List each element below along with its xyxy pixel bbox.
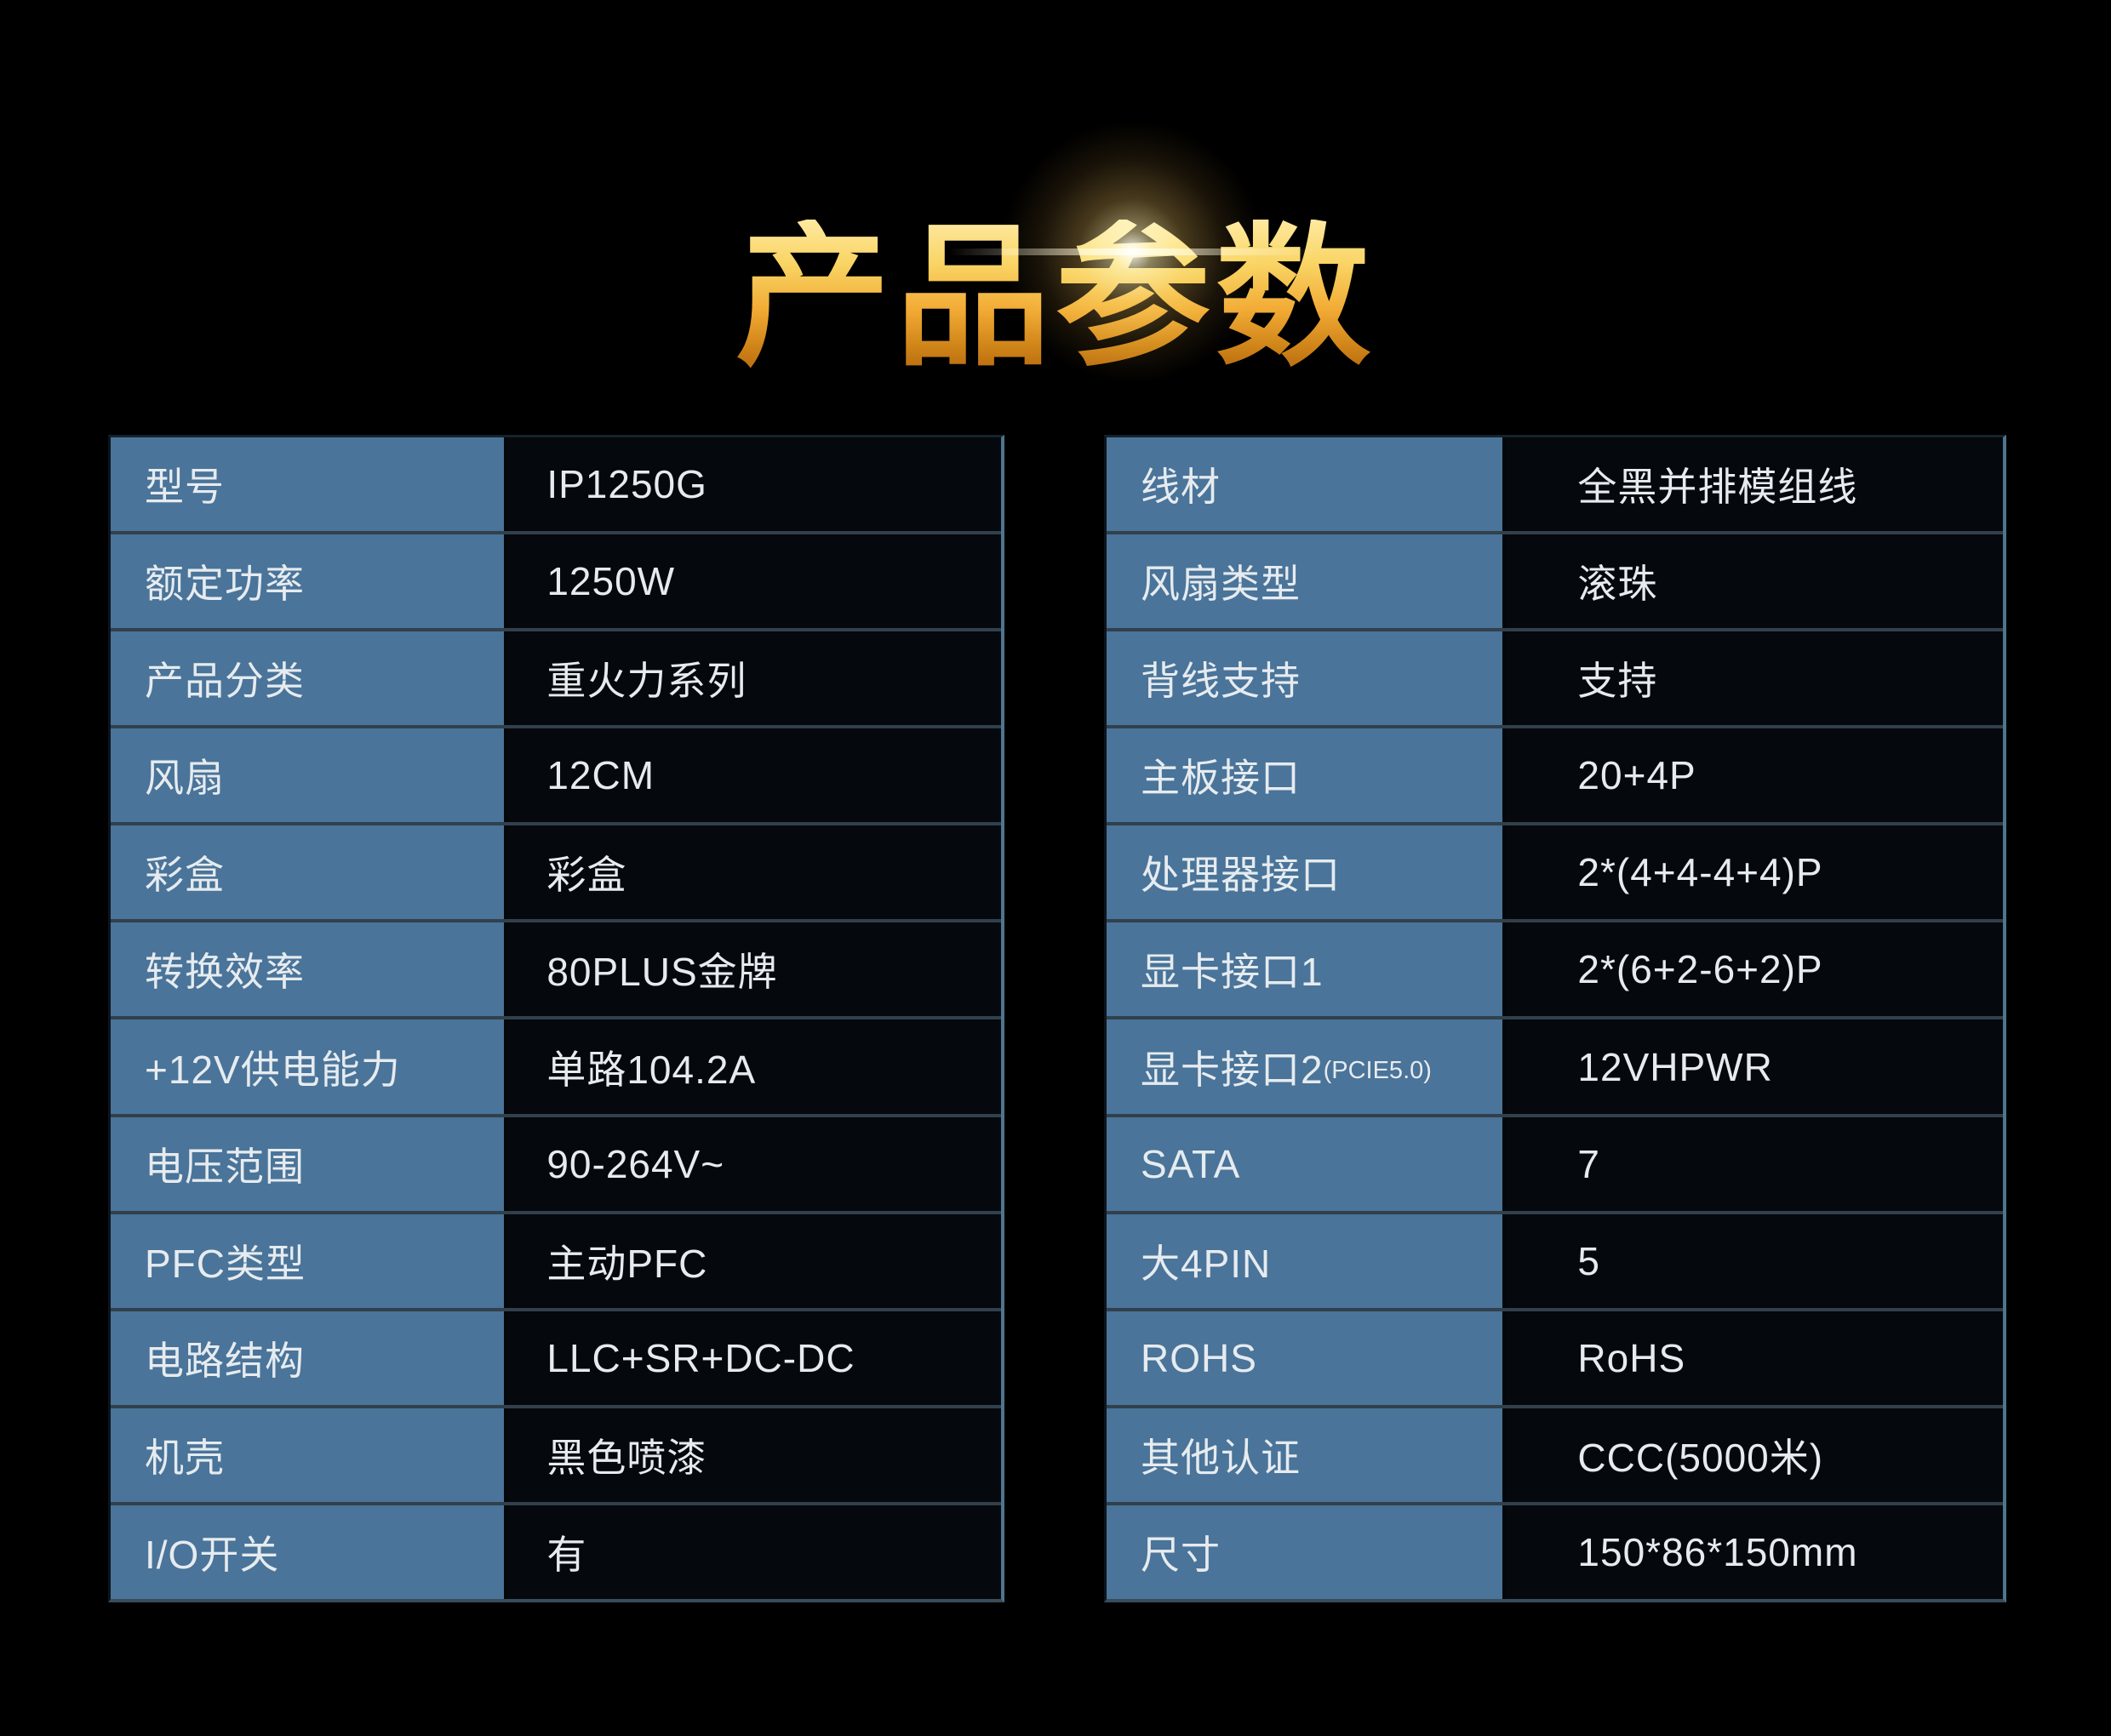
spec-value: 支持 xyxy=(1502,631,2003,726)
spec-table-left: 型号 IP1250G 额定功率 1250W 产品分类 重火力系列 风扇 12CM… xyxy=(108,435,1004,1602)
spec-value: 1250W xyxy=(504,534,1001,629)
table-row: PFC类型 主动PFC xyxy=(111,1210,1001,1308)
spec-value: LLC+SR+DC-DC xyxy=(504,1311,1001,1405)
spec-value: 黑色喷漆 xyxy=(504,1408,1001,1502)
spec-value: 5 xyxy=(1502,1213,2003,1308)
spec-label: 线材 xyxy=(1107,437,1503,532)
spec-label: ROHS xyxy=(1107,1311,1503,1405)
spec-label: 转换效率 xyxy=(111,922,505,1017)
table-row: 线材 全黑并排模组线 xyxy=(1107,437,2003,532)
spec-value: 滚珠 xyxy=(1502,534,2003,629)
spec-label: 彩盒 xyxy=(111,825,505,920)
spec-label: 额定功率 xyxy=(111,534,505,629)
table-row: 处理器接口 2*(4+4-4+4)P xyxy=(1107,822,2003,920)
spec-label: 尺寸 xyxy=(1107,1505,1503,1599)
table-row: 显卡接口2 (PCIE5.0) 12VHPWR xyxy=(1107,1016,2003,1114)
spec-label: 机壳 xyxy=(111,1408,505,1502)
table-row: SATA 7 xyxy=(1107,1113,2003,1211)
table-row: 背线支持 支持 xyxy=(1107,628,2003,726)
spec-value: 12VHPWR xyxy=(1502,1019,2003,1114)
table-row: +12V供电能力 单路104.2A xyxy=(111,1016,1001,1114)
spec-value: 90-264V~ xyxy=(504,1116,1001,1211)
table-row: 大4PIN 5 xyxy=(1107,1210,2003,1308)
table-row: 彩盒 彩盒 xyxy=(111,822,1001,920)
spec-label: PFC类型 xyxy=(111,1213,505,1308)
spec-value: 全黑并排模组线 xyxy=(1502,437,2003,532)
table-row: 尺寸 150*86*150mm xyxy=(1107,1501,2003,1599)
table-row: 机壳 黑色喷漆 xyxy=(111,1404,1001,1502)
table-row: 显卡接口1 2*(6+2-6+2)P xyxy=(1107,919,2003,1017)
spec-label: 电路结构 xyxy=(111,1311,505,1405)
spec-label: 风扇类型 xyxy=(1107,534,1503,629)
table-row: 产品分类 重火力系列 xyxy=(111,628,1001,726)
spec-value: 80PLUS金牌 xyxy=(504,922,1001,1017)
spec-label: 风扇 xyxy=(111,728,505,823)
spec-label: 背线支持 xyxy=(1107,631,1503,726)
spec-value: CCC(5000米) xyxy=(1502,1408,2003,1502)
spec-label: 主板接口 xyxy=(1107,728,1503,823)
table-row: 风扇类型 滚珠 xyxy=(1107,531,2003,629)
spec-label: I/O开关 xyxy=(111,1505,505,1599)
spec-label: 处理器接口 xyxy=(1107,825,1503,920)
spec-label: 型号 xyxy=(111,437,505,532)
spec-value: IP1250G xyxy=(504,437,1001,532)
spec-value: RoHS xyxy=(1502,1311,2003,1405)
table-row: 转换效率 80PLUS金牌 xyxy=(111,919,1001,1017)
title-section: 产品参数 xyxy=(0,0,2111,397)
spec-value: 重火力系列 xyxy=(504,631,1001,726)
table-row: 额定功率 1250W xyxy=(111,531,1001,629)
spec-value: 150*86*150mm xyxy=(1502,1505,2003,1599)
spec-value: 2*(4+4-4+4)P xyxy=(1502,825,2003,920)
spec-value: 单路104.2A xyxy=(504,1019,1001,1114)
spec-value: 2*(6+2-6+2)P xyxy=(1502,922,2003,1017)
table-row: 电路结构 LLC+SR+DC-DC xyxy=(111,1307,1001,1405)
spec-label: 其他认证 xyxy=(1107,1408,1503,1502)
spec-label: 大4PIN xyxy=(1107,1213,1503,1308)
spec-value: 主动PFC xyxy=(504,1213,1001,1308)
spec-label: 显卡接口2 (PCIE5.0) xyxy=(1107,1019,1503,1114)
table-row: ROHS RoHS xyxy=(1107,1307,2003,1405)
spec-label: SATA xyxy=(1107,1116,1503,1211)
table-row: 电压范围 90-264V~ xyxy=(111,1113,1001,1211)
page-title: 产品参数 xyxy=(735,210,1376,384)
spec-value: 有 xyxy=(504,1505,1001,1599)
spec-value: 彩盒 xyxy=(504,825,1001,920)
spec-label: +12V供电能力 xyxy=(111,1019,505,1114)
spec-label: 产品分类 xyxy=(111,631,505,726)
table-row: I/O开关 有 xyxy=(111,1501,1001,1599)
table-row: 型号 IP1250G xyxy=(111,437,1001,532)
table-row: 主板接口 20+4P xyxy=(1107,725,2003,823)
spec-value: 20+4P xyxy=(1502,728,2003,823)
spec-table-right: 线材 全黑并排模组线 风扇类型 滚珠 背线支持 支持 主板接口 20+4P 处理… xyxy=(1104,435,2006,1602)
table-row: 其他认证 CCC(5000米) xyxy=(1107,1404,2003,1502)
spec-label: 显卡接口1 xyxy=(1107,922,1503,1017)
spec-value: 12CM xyxy=(504,728,1001,823)
spec-value: 7 xyxy=(1502,1116,2003,1211)
table-row: 风扇 12CM xyxy=(111,725,1001,823)
spec-label: 电压范围 xyxy=(111,1116,505,1211)
